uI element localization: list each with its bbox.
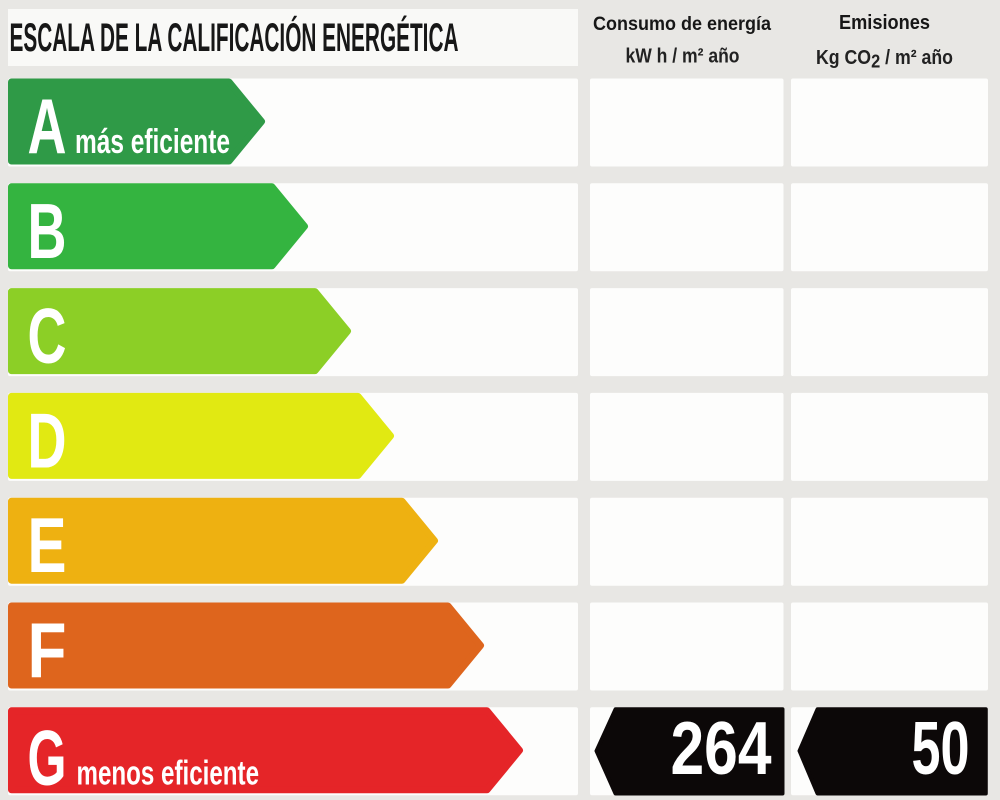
svg-text:D: D	[28, 396, 67, 484]
svg-text:ESCALA DE LA CALIFICACIÓN ENER: ESCALA DE LA CALIFICACIÓN ENERGÉTICA	[10, 14, 459, 60]
svg-text:F: F	[28, 606, 67, 694]
svg-text:A: A	[28, 82, 67, 170]
svg-text:Kg CO2 / m² año: Kg CO2 / m² año	[816, 47, 953, 72]
svg-text:264: 264	[671, 706, 772, 790]
svg-text:E: E	[28, 501, 67, 589]
svg-text:más eficiente: más eficiente	[75, 123, 230, 161]
svg-text:Emisiones: Emisiones	[839, 12, 930, 34]
svg-text:C: C	[28, 292, 67, 380]
svg-text:B: B	[28, 187, 67, 275]
svg-text:kW h / m² año: kW h / m² año	[626, 46, 740, 68]
svg-text:Consumo de energía: Consumo de energía	[593, 13, 771, 35]
svg-text:G: G	[28, 713, 67, 800]
svg-text:50: 50	[912, 706, 970, 790]
svg-text:menos eficiente: menos eficiente	[77, 754, 260, 792]
